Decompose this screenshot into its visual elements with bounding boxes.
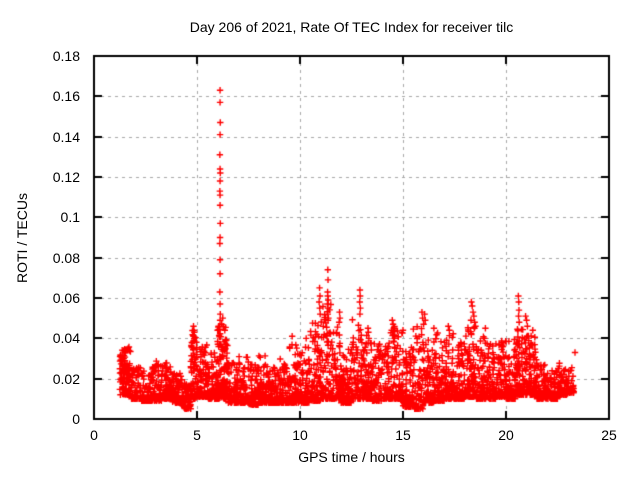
y-tick-label: 0.12 [52, 169, 80, 185]
x-tick-label: 5 [193, 427, 201, 443]
y-tick-label: 0.06 [52, 290, 80, 306]
y-tick-label: 0 [72, 411, 80, 427]
y-tick-label: 0.14 [52, 128, 80, 145]
x-tick-label: 15 [395, 427, 411, 443]
x-tick-label: 25 [601, 427, 617, 443]
y-tick-label: 0.1 [60, 209, 80, 226]
y-tick-label: 0.02 [52, 370, 80, 387]
y-tick-label: 0.04 [52, 330, 80, 347]
x-axis-label: GPS time / hours [298, 449, 405, 465]
chart-title: Day 206 of 2021, Rate Of TEC Index for r… [189, 19, 514, 35]
x-tick-label: 0 [90, 427, 98, 443]
y-tick-label: 0.18 [52, 48, 80, 64]
y-tick-label: 0.16 [52, 88, 80, 105]
x-tick-label: 10 [292, 427, 308, 443]
x-tick-label: 20 [498, 427, 514, 443]
y-tick-label: 0.08 [52, 249, 80, 266]
y-axis-label: ROTI / TECUs [14, 193, 30, 283]
